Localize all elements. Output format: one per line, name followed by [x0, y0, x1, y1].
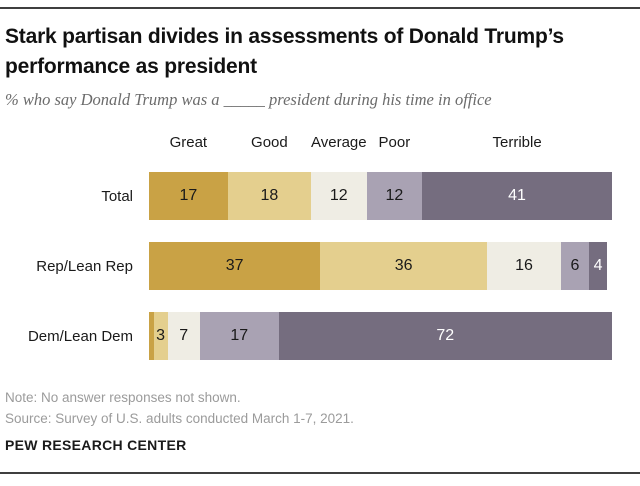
value-label: 37	[225, 257, 244, 274]
bar-segment-dem-lean-dem-good: 3	[153, 312, 168, 360]
bar-segment-rep-lean-rep-terrible: 4	[588, 242, 608, 290]
category-header-great: Great	[169, 134, 208, 151]
bar-total: 17 18 12 12 41	[149, 172, 612, 220]
top-divider	[0, 7, 640, 9]
bar-row-rep-lean-rep: Rep/Lean Rep 37 36 16 6 4	[0, 242, 640, 290]
chart-note: Note: No answer responses not shown.	[5, 390, 241, 405]
category-header-average: Average	[311, 134, 367, 151]
bar-segment-rep-lean-rep-good: 36	[320, 242, 487, 290]
bar-rep-lean-rep: 37 36 16 6 4	[149, 242, 612, 290]
value-label: 7	[179, 327, 189, 344]
category-headers: Great Good Average Poor Terrible	[149, 134, 612, 154]
bar-segment-dem-lean-dem-great	[149, 312, 154, 360]
bar-segment-dem-lean-dem-poor: 17	[199, 312, 279, 360]
value-label: 12	[329, 187, 348, 204]
bar-dem-lean-dem: 3 7 17 72	[149, 312, 612, 360]
row-label-dem-lean-dem: Dem/Lean Dem	[27, 327, 133, 345]
page-title: Stark partisan divides in assessments of…	[5, 25, 564, 78]
bar-segment-rep-lean-rep-great: 37	[149, 242, 321, 290]
value-label: 18	[260, 187, 279, 204]
bar-segment-total-average: 12	[311, 172, 367, 220]
value-label: 72	[436, 327, 455, 344]
bar-segment-rep-lean-rep-average: 16	[486, 242, 562, 290]
bar-segment-total-terrible: 41	[422, 172, 612, 220]
brand-pew-research-center: PEW RESEARCH CENTER	[5, 437, 187, 453]
bar-segment-total-poor: 12	[366, 172, 423, 220]
value-label: 16	[515, 257, 533, 274]
stacked-bar-chart: Great Good Average Poor Terrible Total 17 18 12…	[0, 132, 640, 372]
category-header-terrible: Terrible	[492, 134, 542, 151]
chart-subtitle: % who say Donald Trump was a _____ presi…	[5, 90, 492, 109]
category-header-poor: Poor	[378, 134, 411, 151]
value-label: 41	[508, 187, 526, 204]
value-label: 3	[156, 327, 166, 344]
bar-segment-dem-lean-dem-average: 7	[167, 312, 200, 360]
value-label: 4	[593, 257, 603, 274]
bar-segment-total-great: 17	[149, 172, 228, 220]
value-label: 17	[230, 327, 249, 344]
row-label-rep-lean-rep: Rep/Lean Rep	[36, 257, 133, 275]
bottom-divider	[0, 472, 640, 474]
chart-notes: Note: No answer responses not shown. Sou…	[5, 387, 354, 429]
bar-row-dem-lean-dem: Dem/Lean Dem 3 7 17 72	[0, 312, 640, 360]
value-label: 36	[394, 257, 413, 274]
bar-segment-dem-lean-dem-terrible: 72	[278, 312, 612, 360]
bar-segment-rep-lean-rep-poor: 6	[561, 242, 589, 290]
bar-row-total: Total 17 18 12 12 41	[0, 172, 640, 220]
category-header-good: Good	[251, 134, 288, 151]
value-label: 6	[570, 257, 580, 274]
bar-segment-total-good: 18	[227, 172, 312, 220]
value-label: 17	[179, 187, 198, 204]
value-label: 12	[385, 187, 404, 204]
row-label-total: Total	[101, 187, 133, 205]
chart-source: Source: Survey of U.S. adults conducted …	[5, 411, 354, 426]
